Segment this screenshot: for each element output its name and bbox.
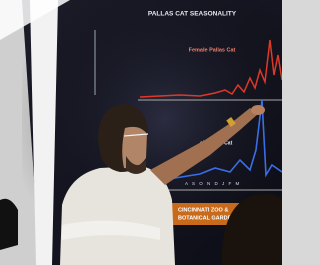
axis-months: A S O N D J F M <box>185 181 241 186</box>
series-label: Female Pallas Cat <box>189 47 236 53</box>
dark-shape <box>0 199 18 250</box>
photo: PALLAS CAT SEASONALITY Female Pallas Cat… <box>0 0 282 265</box>
logo-text: BOTANICAL GARDE <box>178 215 232 221</box>
slide-title: PALLAS CAT SEASONALITY <box>148 11 237 18</box>
page: {"photo": { "slide_title": "PALLAS CAT S… <box>0 0 282 265</box>
logo-text: CINCINNATI ZOO & <box>178 207 228 213</box>
shirt <box>60 166 175 265</box>
hand <box>251 105 265 115</box>
